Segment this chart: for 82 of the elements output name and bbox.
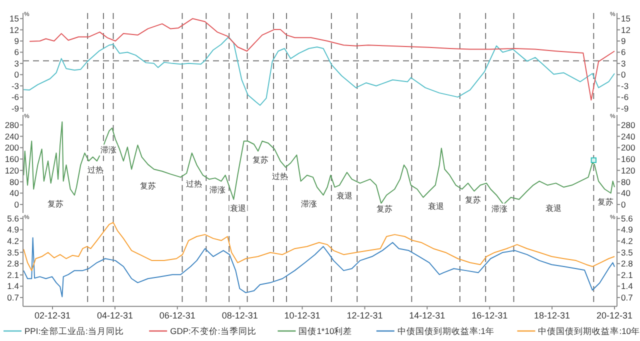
y2-tick-label: 120	[621, 165, 636, 176]
x-tick-label: 12-12-31	[346, 310, 383, 320]
y2-tick-label: 200	[621, 142, 636, 153]
annotation: 复苏	[140, 182, 156, 191]
legend-label: 中债国债到期收益率:10年	[538, 326, 640, 336]
y-tick-label: 0	[14, 70, 20, 80]
y2-tick-label: 6	[621, 47, 626, 58]
annotation: 复苏	[464, 196, 481, 205]
y-tick-label: 3	[14, 58, 20, 68]
y-tick-label: 80	[10, 176, 20, 187]
legend-label: GDP:不变价:当季同比	[170, 326, 256, 336]
y-tick-label: 6	[14, 47, 20, 58]
y2-tick-label: 0	[621, 70, 626, 80]
x-tick-label: 06-12-31	[159, 310, 196, 320]
y-tick-label: 240	[4, 131, 20, 142]
annotation: 滞涨	[210, 186, 226, 195]
annotation: 滞涨	[300, 200, 317, 209]
y-tick-label: 280	[4, 120, 20, 130]
y-tick-label: 1.4	[7, 281, 20, 292]
y-tick-label: 2.1	[7, 270, 20, 280]
y-tick-label: 0.7	[7, 292, 20, 303]
y2-tick-label: 80	[621, 176, 631, 187]
y-tick-label: 0	[14, 199, 20, 210]
y2-tick-label: 12	[621, 24, 631, 35]
y2-tick-label: 0.7	[621, 292, 634, 303]
annotation: 衰退	[546, 204, 562, 213]
annotation: 复苏	[376, 204, 392, 214]
y-tick-label: 40	[10, 188, 20, 198]
y-tick-label: 200	[4, 142, 20, 153]
y2-tick-label: 4.2	[621, 236, 634, 246]
annotation: 衰退	[428, 202, 444, 211]
annotation: 衰退	[230, 204, 246, 213]
y2-tick-label: 1.4	[621, 281, 634, 292]
y-tick-label: 15	[10, 14, 20, 24]
x-tick-label: 16-12-31	[472, 310, 508, 320]
y2-tick-label: -9	[621, 103, 629, 114]
y2-tick-label: 40	[621, 188, 631, 198]
y2-tick-label: 5.6	[621, 213, 634, 224]
y2-tick-label: 240	[621, 131, 636, 142]
x-tick-label: 08-12-31	[222, 310, 258, 320]
x-tick-label: 02-12-31	[34, 310, 71, 320]
y-tick-label: 4.2	[7, 236, 20, 246]
annotation: 过热	[186, 180, 202, 189]
annotation: 过热	[88, 166, 104, 175]
y-tick-label: 120	[4, 165, 20, 176]
legend-label: 中债国债到期收益率:1年	[397, 326, 494, 336]
annotation: 复苏	[597, 198, 614, 207]
annotation: 复苏	[252, 156, 268, 165]
annotation: 过热	[272, 172, 288, 181]
y2-tick-label: -3	[621, 80, 629, 91]
y2-tick-label: 0	[621, 199, 626, 210]
y2-tick-label: 3	[621, 58, 626, 68]
y-tick-label: 160	[4, 154, 20, 164]
y-tick-label: -6	[11, 92, 20, 102]
y-tick-label: -9	[11, 103, 20, 114]
y2-tick-label: -6	[621, 92, 629, 102]
y-tick-label: -3	[11, 80, 20, 91]
y2-tick-label: 15	[621, 14, 631, 24]
y2-tick-label: 160	[621, 154, 636, 164]
y2-tick-label: 280	[621, 120, 636, 130]
x-tick-label: 04-12-31	[96, 310, 133, 320]
y-tick-label: 9	[14, 36, 20, 46]
y2-tick-label: 3.5	[621, 247, 634, 258]
y-tick-label: 3.5	[7, 247, 20, 258]
x-tick-label: 14-12-31	[409, 310, 446, 320]
x-tick-label: 10-12-31	[284, 310, 320, 320]
y2-tick-label: 4.9	[621, 224, 634, 235]
legend-label: PPI:全部工业品:当月同比	[24, 326, 124, 336]
y-tick-label: 12	[10, 24, 20, 35]
legend-label: 国债1*10利差	[298, 326, 352, 336]
y2-tick-label: 9	[621, 36, 626, 46]
y-tick-label: 4.9	[7, 224, 20, 235]
y2-tick-label: 2.8	[621, 258, 634, 269]
y2-tick-label: 2.1	[621, 270, 634, 280]
annotation: 复苏	[47, 200, 64, 209]
y-tick-label: 5.6	[7, 213, 20, 224]
y-tick-label: 2.8	[7, 258, 20, 269]
annotation: 滞涨	[492, 204, 508, 214]
x-tick-label: 18-12-31	[534, 310, 570, 320]
annotation: 衰退	[336, 192, 352, 201]
annotation: 滞涨	[100, 146, 116, 155]
x-tick-label: 20-12-31	[596, 310, 633, 320]
